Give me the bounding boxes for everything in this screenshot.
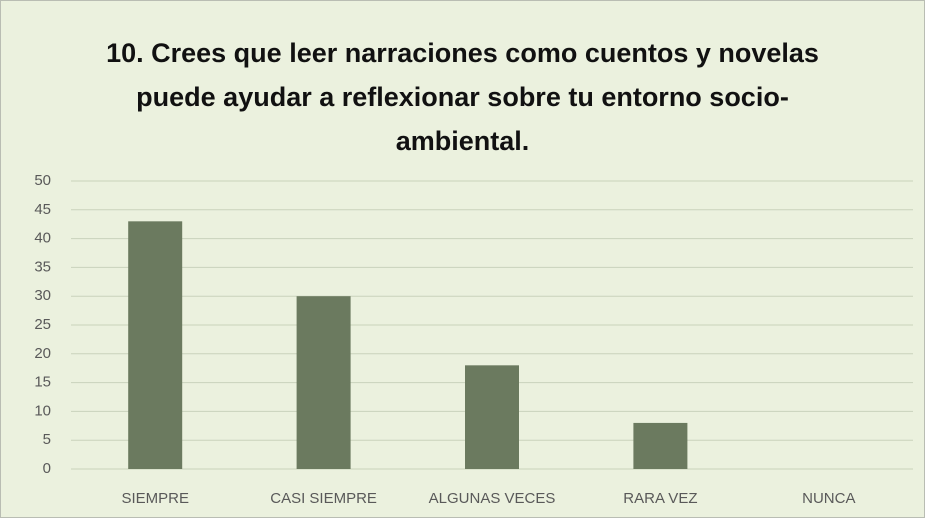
x-tick-label: RARA VEZ: [623, 490, 697, 507]
chart-title: 10. Crees que leer narraciones como cuen…: [106, 38, 819, 156]
y-tick-label: 10: [34, 402, 51, 419]
y-tick-label: 20: [34, 345, 51, 362]
y-tick-label: 50: [34, 172, 51, 189]
y-tick-label: 45: [34, 201, 51, 218]
bar: [296, 296, 351, 469]
y-tick-label: 0: [43, 460, 51, 477]
bar: [465, 365, 519, 469]
y-tick-label: 15: [34, 374, 51, 391]
bar: [633, 422, 688, 469]
x-tick-label: NUNCA: [802, 490, 855, 507]
y-tick-label: 5: [43, 431, 51, 448]
bar: [128, 221, 183, 469]
x-tick-label: SIEMPRE: [121, 490, 189, 507]
y-tick-label: 30: [34, 287, 51, 304]
y-tick-label: 35: [34, 258, 51, 275]
y-tick-label: 25: [34, 316, 51, 333]
x-tick-label: ALGUNAS VECES: [429, 490, 556, 507]
x-tick-label: CASI SIEMPRE: [270, 490, 377, 507]
y-tick-label: 40: [34, 230, 51, 247]
